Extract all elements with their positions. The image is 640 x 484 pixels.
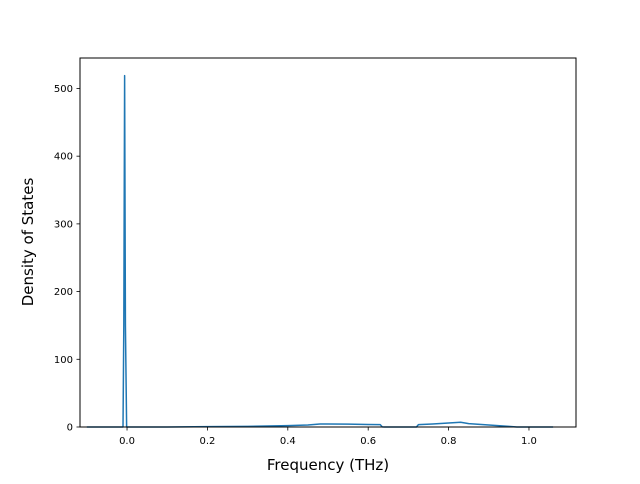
- x-axis-label: Frequency (THz): [267, 456, 389, 474]
- marks-layer: [86, 74, 554, 428]
- y-tick-label: 100: [54, 355, 73, 366]
- x-tick-label: 0.2: [199, 436, 215, 447]
- x-tick-label: 0.8: [441, 436, 457, 447]
- series-line-0: [86, 74, 554, 428]
- x-axis-ticks: 0.0 0.2 0.4 0.6 0.8 1.0: [119, 427, 537, 447]
- plot-area: [80, 58, 576, 427]
- axes-frame: [79, 57, 577, 428]
- x-tick-label: 0.6: [360, 436, 376, 447]
- x-tick-label: 1.0: [521, 436, 537, 447]
- x-tick-label: 0.4: [280, 436, 296, 447]
- y-tick-label: 300: [54, 219, 73, 230]
- y-tick-label: 0: [67, 423, 73, 434]
- y-axis-ticks: 0 100 200 300 400 500: [54, 84, 80, 434]
- x-tick-label: 0.0: [119, 436, 135, 447]
- y-tick-label: 200: [54, 287, 73, 298]
- y-tick-label: 500: [54, 84, 73, 95]
- y-axis-label: Density of States: [19, 178, 37, 307]
- y-tick-label: 400: [54, 152, 73, 163]
